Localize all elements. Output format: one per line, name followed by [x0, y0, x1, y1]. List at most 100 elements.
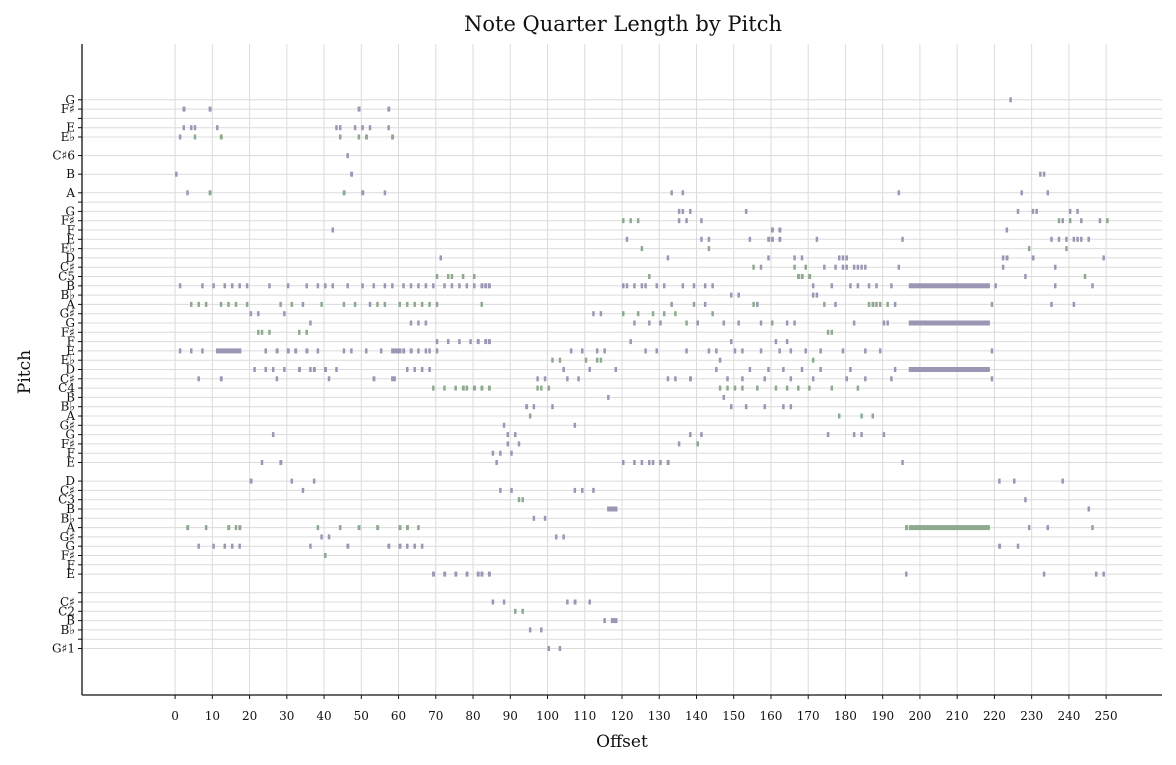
note-mark [1102, 571, 1105, 577]
note-mark [737, 320, 740, 326]
note-mark [838, 255, 841, 261]
note-mark [856, 385, 860, 391]
note-mark [1065, 236, 1068, 242]
note-mark [197, 301, 200, 307]
note-mark [811, 357, 815, 363]
note-mark [514, 432, 517, 438]
note-mark [741, 385, 744, 391]
note-mark [811, 283, 815, 289]
note-mark [391, 376, 396, 382]
note-mark [480, 571, 484, 577]
y-tick-label: C4 [58, 381, 75, 395]
note-mark [290, 301, 294, 307]
note-mark [994, 283, 997, 289]
note-mark [428, 301, 431, 307]
note-mark [707, 348, 711, 354]
note-mark [283, 367, 286, 372]
note-mark [573, 422, 577, 428]
y-tick-label: C3 [58, 493, 75, 507]
note-mark [674, 311, 677, 317]
note-mark [491, 450, 495, 456]
note-mark [1068, 218, 1072, 224]
note-mark [890, 283, 893, 289]
note-mark [320, 534, 323, 540]
note-mark [871, 413, 875, 419]
note-mark [420, 301, 424, 307]
note-mark [689, 208, 692, 214]
note-mark [190, 125, 193, 131]
note-mark [733, 385, 737, 391]
note-mark [219, 134, 223, 140]
note-mark [629, 218, 632, 224]
note-mark [849, 283, 852, 289]
note-mark [230, 543, 234, 549]
note-mark [417, 283, 420, 289]
note-mark [566, 376, 569, 382]
note-mark [484, 339, 488, 345]
note-mark [376, 301, 379, 307]
note-mark [834, 301, 837, 307]
note-mark [335, 125, 338, 131]
note-mark [651, 311, 655, 317]
y-axis-label: Pitch [15, 350, 35, 394]
note-mark [521, 497, 524, 503]
note-mark [800, 255, 804, 261]
note-mark [581, 348, 584, 354]
note-mark [446, 339, 450, 345]
y-tick-label: E♭ [61, 130, 75, 144]
note-mark [502, 599, 506, 605]
x-tick-label: 170 [797, 709, 820, 723]
note-mark [793, 255, 796, 261]
note-mark [797, 274, 800, 279]
note-mark [528, 627, 532, 633]
note-mark [685, 348, 688, 354]
y-tick-label: F [67, 446, 75, 460]
note-mark [432, 571, 435, 577]
note-mark [741, 376, 744, 382]
note-mark [998, 543, 1002, 549]
note-mark [1098, 218, 1102, 224]
note-mark [387, 125, 390, 131]
note-mark [893, 367, 897, 372]
note-mark [763, 376, 767, 382]
note-mark [774, 385, 778, 391]
note-mark [413, 367, 416, 372]
note-mark [659, 460, 662, 465]
note-mark [681, 208, 685, 214]
note-mark [208, 190, 212, 196]
note-mark [1039, 171, 1042, 177]
note-mark [338, 125, 342, 131]
note-mark [785, 339, 789, 345]
note-mark [648, 460, 651, 465]
note-mark [808, 274, 812, 279]
note-mark [644, 348, 647, 354]
note-mark [793, 320, 796, 326]
y-tick-label: F [67, 558, 75, 572]
note-mark [391, 348, 402, 354]
note-mark [480, 301, 483, 307]
note-mark [398, 301, 402, 307]
note-mark [715, 348, 718, 354]
note-mark [700, 432, 703, 438]
y-tick-label: B♭ [61, 400, 75, 414]
note-mark [1102, 255, 1105, 261]
note-mark [413, 543, 416, 549]
note-mark [517, 497, 521, 503]
note-mark [353, 301, 357, 307]
note-mark [350, 171, 354, 177]
note-mark [730, 404, 733, 410]
chart-title: Note Quarter Length by Pitch [464, 12, 782, 36]
y-tick-label: E♭ [61, 353, 75, 367]
note-mark [379, 348, 383, 354]
note-mark [633, 320, 636, 326]
note-mark [458, 339, 461, 345]
note-mark [279, 460, 283, 465]
note-mark [465, 283, 469, 289]
x-ticks: 0 10 20 30 40 50 60 70 80 90 100 110 120 130 140 150 160… [171, 695, 1118, 723]
note-mark [640, 283, 644, 289]
note-mark [454, 385, 457, 391]
note-mark [830, 283, 834, 289]
note-mark [908, 283, 990, 289]
note-mark [1087, 506, 1091, 512]
note-mark [811, 376, 815, 382]
